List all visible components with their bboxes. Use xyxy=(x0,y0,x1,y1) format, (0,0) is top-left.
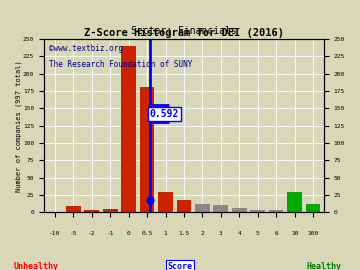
Bar xyxy=(195,204,210,212)
Text: The Research Foundation of SUNY: The Research Foundation of SUNY xyxy=(49,60,193,69)
Bar xyxy=(84,210,99,212)
Bar xyxy=(269,210,283,212)
Text: Unhealthy: Unhealthy xyxy=(14,262,58,270)
Bar xyxy=(306,204,320,212)
Text: 0.592: 0.592 xyxy=(149,109,179,119)
Bar xyxy=(66,206,81,212)
Text: Sector: Financials: Sector: Financials xyxy=(131,26,237,36)
Bar xyxy=(287,191,302,212)
Bar xyxy=(103,209,118,212)
Bar xyxy=(250,210,265,212)
Bar xyxy=(176,200,191,212)
Text: Healthy: Healthy xyxy=(306,262,342,270)
Y-axis label: Number of companies (997 total): Number of companies (997 total) xyxy=(15,60,22,191)
Bar xyxy=(140,87,154,212)
Bar xyxy=(158,191,173,212)
Text: Score: Score xyxy=(167,262,193,270)
Bar xyxy=(121,46,136,212)
Text: ©www.textbiz.org: ©www.textbiz.org xyxy=(49,44,123,53)
Bar xyxy=(213,205,228,212)
Bar xyxy=(232,208,247,212)
Title: Z-Score Histogram for DEI (2016): Z-Score Histogram for DEI (2016) xyxy=(84,28,284,38)
